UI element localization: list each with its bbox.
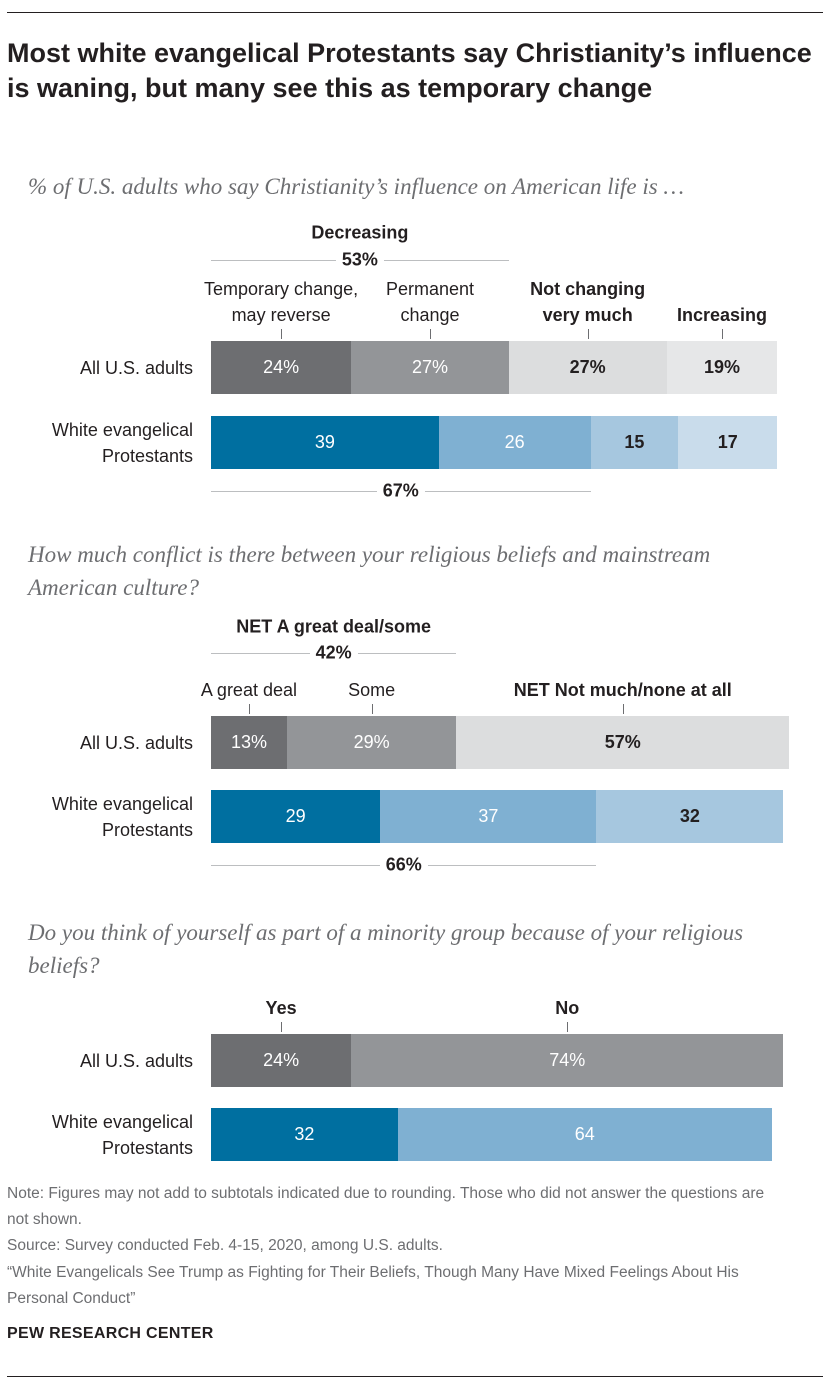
- header-tick: [587, 329, 589, 339]
- chart-title: Most white evangelical Protestants say C…: [7, 38, 812, 103]
- report-title: “White Evangelicals See Trump as Fightin…: [7, 1264, 739, 1307]
- row-label: White evangelical Protestants: [51, 793, 193, 840]
- net-value: 66%: [379, 854, 428, 876]
- bar-segment: 64: [397, 1108, 772, 1161]
- bar-segment: 57%: [456, 716, 790, 769]
- note: Note: Figures may not add to subtotals i…: [7, 1185, 765, 1228]
- header-tick: [622, 704, 624, 714]
- header-tick: [281, 329, 283, 339]
- series-header: Some: [348, 680, 396, 700]
- bar-segment: 32: [596, 790, 784, 843]
- bar-segment: 24%: [211, 341, 352, 394]
- net-value: 53%: [335, 249, 384, 271]
- bar-segment: 74%: [351, 1034, 784, 1087]
- pew-logo-text: PEW RESEARCH CENTER: [7, 1325, 214, 1342]
- bar-segment: 17: [678, 416, 778, 469]
- series-header: No: [555, 998, 580, 1018]
- bar-segment: 29: [211, 790, 381, 843]
- bar-segment: 13%: [211, 716, 287, 769]
- series-header: Not changing very much: [530, 279, 646, 325]
- row-label: White evangelical Protestants: [51, 1111, 193, 1158]
- bar-segment: 27%: [508, 341, 667, 394]
- net-label: Decreasing: [305, 222, 415, 244]
- bar-segment: 19%: [666, 341, 778, 394]
- chart-question: Do you think of yourself as part of a mi…: [28, 920, 744, 978]
- header-tick: [248, 704, 250, 714]
- net-value: 67%: [376, 480, 425, 502]
- bottom-rule: [7, 1376, 823, 1377]
- bar-segment: 39: [211, 416, 439, 469]
- series-header: Temporary change, may reverse: [204, 279, 359, 325]
- source: Source: Survey conducted Feb. 4-15, 2020…: [7, 1237, 443, 1254]
- net-label: NET A great deal/some: [230, 616, 437, 638]
- bar-segment: 24%: [211, 1034, 352, 1087]
- header-tick: [567, 1022, 569, 1032]
- header-tick: [371, 704, 373, 714]
- header-tick: [281, 1022, 283, 1032]
- header-tick: [430, 329, 431, 339]
- bar-segment: 29%: [286, 716, 457, 769]
- bar-segment: 32: [211, 1108, 398, 1161]
- series-header: NET Not much/none at all: [513, 680, 732, 700]
- chart-question: How much conflict is there between your …: [28, 542, 711, 600]
- top-rule: [7, 12, 823, 13]
- row-label: All U.S. adults: [79, 1050, 193, 1071]
- series-header: A great deal: [200, 680, 297, 700]
- series-header: Increasing: [676, 305, 768, 325]
- net-value: 42%: [309, 642, 358, 664]
- bar-segment: 27%: [351, 341, 509, 394]
- header-tick: [722, 329, 723, 339]
- bar-segment: 26: [438, 416, 591, 469]
- series-header: Yes: [265, 998, 297, 1018]
- row-label: All U.S. adults: [79, 732, 193, 753]
- series-header: Permanent change: [385, 279, 475, 325]
- row-label: White evangelical Protestants: [51, 419, 193, 466]
- chart-question: % of U.S. adults who say Christianity’s …: [28, 174, 684, 199]
- bar-segment: 37: [380, 790, 597, 843]
- row-label: All U.S. adults: [79, 357, 193, 378]
- bar-segment: 15: [590, 416, 679, 469]
